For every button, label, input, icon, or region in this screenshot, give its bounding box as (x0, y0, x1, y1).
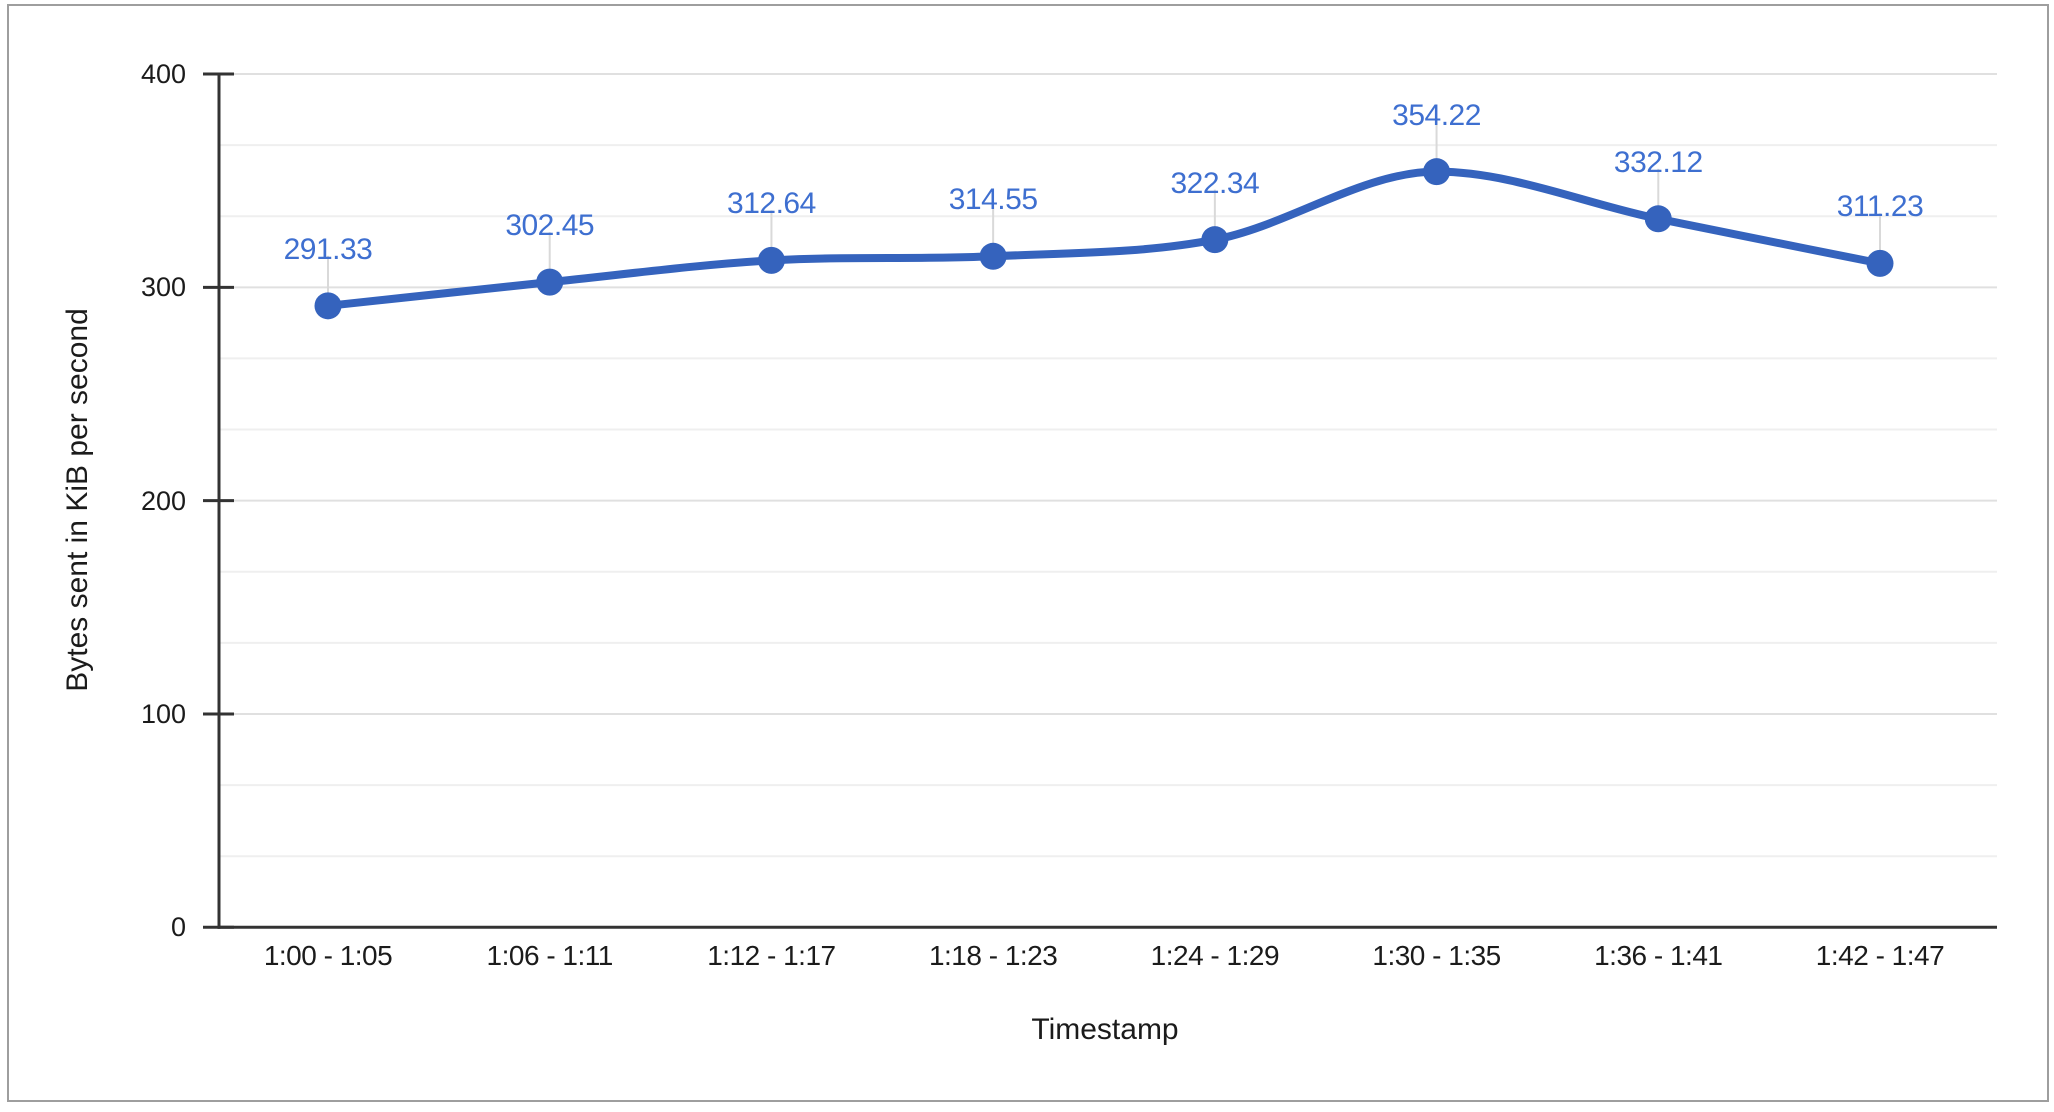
data-point-marker (1423, 158, 1451, 186)
data-point-marker (536, 268, 564, 296)
data-point-marker (1201, 226, 1229, 254)
data-point-value-label: 311.23 (1836, 190, 1924, 224)
data-point-value-label: 302.45 (505, 209, 595, 243)
data-point-marker (1644, 205, 1672, 233)
series-line (324, 167, 1884, 310)
y-axis-tick-label: 100 (140, 698, 186, 729)
x-axis-category-label: 1:00 - 1:05 (263, 940, 393, 971)
y-axis-tick-label: 300 (140, 272, 186, 303)
data-point-value-label: 291.33 (283, 232, 373, 266)
x-axis-category-label: 1:42 - 1:47 (1815, 940, 1945, 971)
data-point-marker (979, 242, 1007, 270)
x-axis-category-label: 1:12 - 1:17 (707, 940, 836, 971)
x-axis-title: Timestamp (1031, 1013, 1179, 1046)
x-axis-category-label: 1:36 - 1:41 (1594, 940, 1723, 971)
x-axis-category-label: 1:30 - 1:35 (1372, 940, 1501, 971)
data-point-marker (1866, 249, 1894, 277)
data-point-marker (314, 292, 342, 320)
x-axis-category-label: 1:18 - 1:23 (928, 940, 1058, 971)
data-point-value-label: 312.64 (727, 187, 816, 221)
x-axis-category-label: 1:06 - 1:11 (486, 940, 614, 971)
data-point-marker (757, 246, 785, 274)
y-axis-tick-label: 200 (140, 485, 186, 516)
y-axis-tick-label: 400 (140, 59, 186, 89)
data-point-value-label: 314.55 (948, 183, 1038, 217)
data-point-value-label: 354.22 (1392, 98, 1481, 132)
data-point-value-label: 332.12 (1613, 145, 1703, 179)
data-point-value-label: 322.34 (1170, 166, 1260, 200)
y-axis-tick-label: 0 (170, 912, 186, 943)
x-axis-category-label: 1:24 - 1:29 (1150, 940, 1280, 971)
